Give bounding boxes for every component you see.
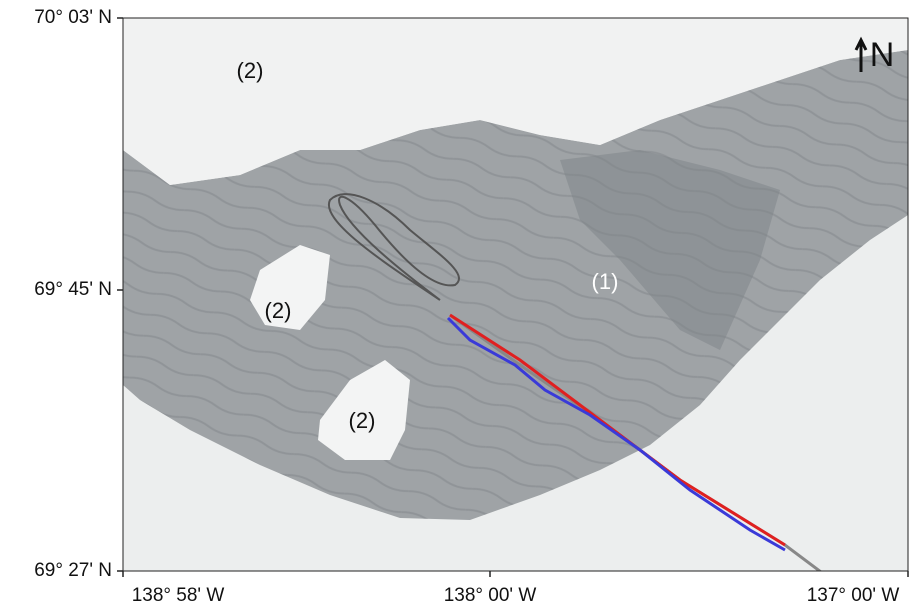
lat-label: 69° 45' N xyxy=(34,279,112,300)
lon-label: 138° 58' W xyxy=(132,585,225,606)
region-label: (2) xyxy=(237,58,264,83)
lat-label: 70° 03' N xyxy=(34,7,112,28)
map-figure: (2) (2) (2) (1) N 70° 03' N 69° 45' N 69… xyxy=(0,0,914,611)
region-label: (2) xyxy=(265,298,292,323)
map-image: (2) (2) (2) (1) N xyxy=(123,18,908,575)
lon-label: 138° 00' W xyxy=(444,585,537,606)
north-label: N xyxy=(870,36,895,74)
page: (2) (2) (2) (1) N 70° 03' N 69° 45' N 69… xyxy=(0,0,914,611)
region-label: (2) xyxy=(349,408,376,433)
lat-label: 69° 27' N xyxy=(34,560,112,581)
region-label: (1) xyxy=(592,269,619,294)
lon-label: 137° 00' W xyxy=(807,585,900,606)
